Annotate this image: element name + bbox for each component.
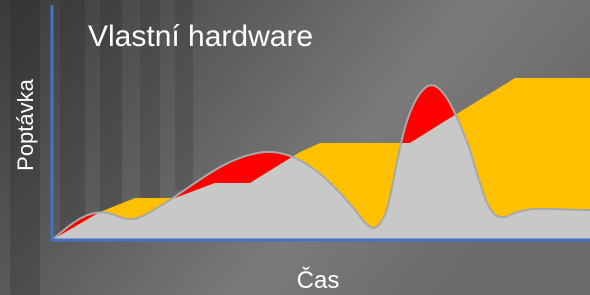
title: Vlastní hardware — [88, 20, 313, 53]
page: Vlastní hardware Poptávka Čas (() => { c… — [0, 0, 590, 295]
y-axis-label: Poptávka — [13, 78, 38, 170]
x-axis-label: Čas — [297, 266, 340, 294]
slide: Vlastní hardware Poptávka Čas — [0, 0, 590, 295]
